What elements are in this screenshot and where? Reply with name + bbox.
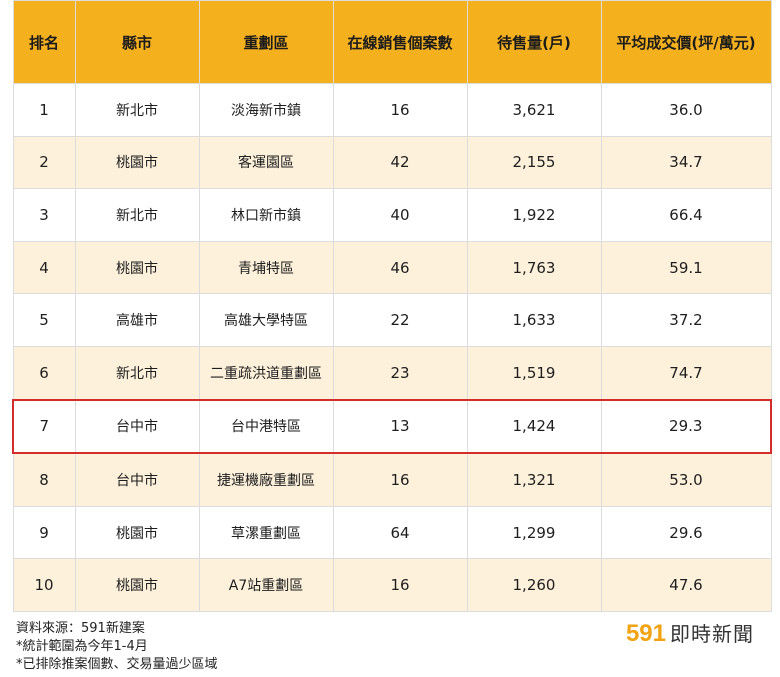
footnote-source: 資料來源：591新建案	[16, 621, 145, 636]
cell-listings: 13	[332, 398, 468, 455]
cell-rank: 8	[12, 452, 76, 507]
cell-rank: 10	[12, 558, 76, 612]
cell-avg-price: 34.7	[600, 135, 772, 190]
cell-listings: 64	[332, 505, 468, 560]
footnote-exclusion: *已排除推案個數、交易量過少區域	[16, 657, 218, 672]
cell-city: 高雄市	[74, 293, 200, 347]
table-row: 9 桃園市 草漯重劃區 64 1,299 29.6	[12, 505, 772, 560]
cell-avg-price: 59.1	[600, 240, 772, 295]
cell-district: 草漯重劃區	[198, 505, 334, 560]
brand-number: 591	[625, 620, 666, 647]
cell-avg-price: 53.0	[600, 452, 772, 507]
table-row: 6 新北市 二重疏洪道重劃區 23 1,519 74.7	[12, 345, 772, 401]
table-body: 1 新北市 淡海新市鎮 16 3,621 36.0 2 桃園市 客運園區 42 2,155 34.7 3…	[12, 83, 772, 612]
cell-rank: 9	[12, 505, 76, 560]
cell-city: 桃園市	[74, 505, 200, 560]
cell-inventory: 1,519	[466, 345, 602, 401]
ranking-table: 排名 縣市 重劃區 在線銷售個案數 待售量(戶) 平均成交價(坪/萬元) 1 新北…	[12, 0, 772, 612]
cell-rank: 2	[12, 135, 76, 190]
cell-listings: 40	[332, 188, 468, 242]
cell-city: 新北市	[74, 188, 200, 242]
cell-inventory: 1,424	[466, 398, 602, 455]
cell-district: 台中港特區	[198, 398, 334, 455]
cell-listings: 23	[332, 345, 468, 401]
cell-city: 桃園市	[74, 558, 200, 612]
table-row: 8 台中市 捷運機廠重劃區 16 1,321 53.0	[12, 452, 772, 507]
cell-inventory: 1,299	[466, 505, 602, 560]
cell-district: A7站重劃區	[198, 558, 334, 612]
header-city: 縣市	[74, 0, 200, 84]
cell-avg-price: 74.7	[600, 345, 772, 401]
cell-district: 二重疏洪道重劃區	[198, 345, 334, 401]
table-row: 1 新北市 淡海新市鎮 16 3,621 36.0	[12, 83, 772, 137]
footnote-range: *統計範圍為今年1-4月	[16, 639, 148, 654]
header-inventory: 待售量(戶)	[466, 0, 602, 84]
cell-rank: 3	[12, 188, 76, 242]
cell-listings: 16	[332, 452, 468, 507]
cell-inventory: 1,321	[466, 452, 602, 507]
header-district: 重劃區	[198, 0, 334, 84]
cell-listings: 46	[332, 240, 468, 295]
table-row: 10 桃園市 A7站重劃區 16 1,260 47.6	[12, 558, 772, 612]
table-row-highlighted: 7 台中市 台中港特區 13 1,424 29.3	[12, 398, 772, 455]
cell-city: 桃園市	[74, 240, 200, 295]
cell-listings: 16	[332, 83, 468, 137]
cell-inventory: 1,260	[466, 558, 602, 612]
cell-inventory: 1,922	[466, 188, 602, 242]
cell-city: 新北市	[74, 345, 200, 401]
table-row: 4 桃園市 青埔特區 46 1,763 59.1	[12, 240, 772, 295]
header-avg-price: 平均成交價(坪/萬元)	[600, 0, 772, 84]
table-header-row: 排名 縣市 重劃區 在線銷售個案數 待售量(戶) 平均成交價(坪/萬元)	[12, 0, 772, 84]
brand-text: 即時新聞	[670, 622, 754, 646]
cell-city: 桃園市	[74, 135, 200, 190]
cell-district: 捷運機廠重劃區	[198, 452, 334, 507]
cell-listings: 42	[332, 135, 468, 190]
cell-district: 林口新市鎮	[198, 188, 334, 242]
table-row: 5 高雄市 高雄大學特區 22 1,633 37.2	[12, 293, 772, 347]
cell-district: 客運園區	[198, 135, 334, 190]
cell-city: 新北市	[74, 83, 200, 137]
table-row: 3 新北市 林口新市鎮 40 1,922 66.4	[12, 188, 772, 242]
ranking-table-container: 排名 縣市 重劃區 在線銷售個案數 待售量(戶) 平均成交價(坪/萬元) 1 新北…	[12, 0, 772, 612]
cell-avg-price: 37.2	[600, 293, 772, 347]
cell-rank: 4	[12, 240, 76, 295]
cell-rank: 6	[12, 345, 76, 401]
footnotes: 資料來源：591新建案 *統計範圍為今年1-4月 *已排除推案個數、交易量過少區…	[16, 620, 218, 674]
cell-inventory: 1,633	[466, 293, 602, 347]
cell-listings: 16	[332, 558, 468, 612]
cell-avg-price: 66.4	[600, 188, 772, 242]
cell-rank: 1	[12, 83, 76, 137]
brand-logo: 591 即時新聞	[626, 618, 754, 648]
cell-avg-price: 29.3	[600, 398, 772, 455]
cell-listings: 22	[332, 293, 468, 347]
header-listings: 在線銷售個案數	[332, 0, 468, 84]
cell-rank: 5	[12, 293, 76, 347]
table-row: 2 桃園市 客運園區 42 2,155 34.7	[12, 135, 772, 190]
cell-rank: 7	[12, 398, 76, 455]
cell-city: 台中市	[74, 452, 200, 507]
cell-district: 高雄大學特區	[198, 293, 334, 347]
cell-avg-price: 29.6	[600, 505, 772, 560]
cell-city: 台中市	[74, 398, 200, 455]
cell-district: 淡海新市鎮	[198, 83, 334, 137]
cell-inventory: 1,763	[466, 240, 602, 295]
cell-avg-price: 36.0	[600, 83, 772, 137]
cell-inventory: 2,155	[466, 135, 602, 190]
header-rank: 排名	[12, 0, 76, 84]
cell-inventory: 3,621	[466, 83, 602, 137]
cell-avg-price: 47.6	[600, 558, 772, 612]
cell-district: 青埔特區	[198, 240, 334, 295]
